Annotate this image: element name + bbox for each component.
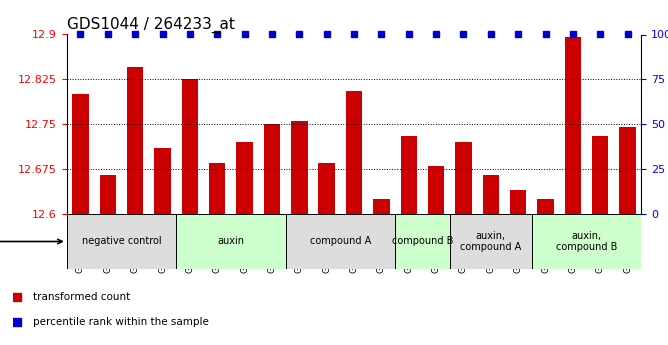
Text: compound A: compound A <box>310 237 371 246</box>
FancyBboxPatch shape <box>532 214 641 269</box>
Text: negative control: negative control <box>81 237 162 246</box>
Text: agent: agent <box>0 237 62 246</box>
Text: auxin,
compound A: auxin, compound A <box>460 231 522 252</box>
Bar <box>346 91 362 214</box>
Bar <box>182 79 198 214</box>
Bar <box>537 199 554 214</box>
Text: percentile rank within the sample: percentile rank within the sample <box>33 317 209 326</box>
Bar <box>456 142 472 214</box>
FancyBboxPatch shape <box>67 214 176 269</box>
FancyBboxPatch shape <box>286 214 395 269</box>
Bar <box>319 163 335 214</box>
Bar <box>264 124 280 214</box>
Bar <box>619 127 636 214</box>
Bar <box>373 199 389 214</box>
Text: auxin,
compound B: auxin, compound B <box>556 231 617 252</box>
Text: compound B: compound B <box>391 237 453 246</box>
Bar <box>564 38 581 214</box>
Text: auxin: auxin <box>218 237 244 246</box>
Bar <box>482 175 499 214</box>
Bar <box>510 190 526 214</box>
FancyBboxPatch shape <box>176 214 286 269</box>
Text: transformed count: transformed count <box>33 292 131 302</box>
Bar <box>592 136 609 214</box>
FancyBboxPatch shape <box>395 214 450 269</box>
Bar <box>127 67 144 214</box>
Bar <box>236 142 253 214</box>
Bar <box>100 175 116 214</box>
Bar <box>401 136 417 214</box>
FancyBboxPatch shape <box>450 214 532 269</box>
Text: GDS1044 / 264233_at: GDS1044 / 264233_at <box>67 17 234 33</box>
Bar <box>209 163 226 214</box>
Bar <box>428 166 444 214</box>
Bar <box>154 148 171 214</box>
Bar <box>291 121 307 214</box>
Bar <box>72 94 89 214</box>
